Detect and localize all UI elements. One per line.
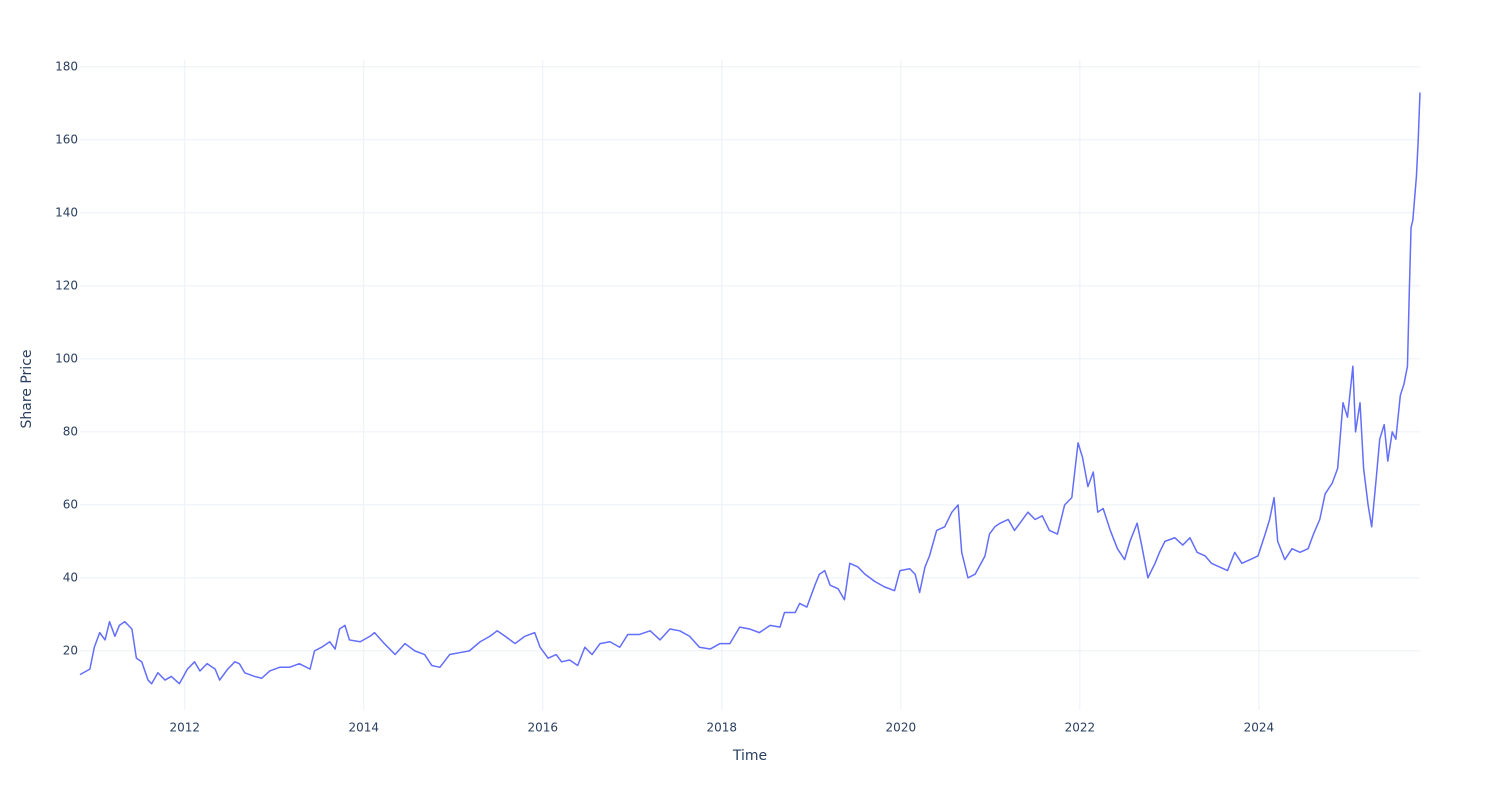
y-tick-label: 180 [55,59,78,73]
x-tick-label: 2014 [348,721,379,735]
y-tick-label: 100 [55,351,78,365]
y-tick-label: 120 [55,278,78,292]
y-tick-label: 80 [63,424,78,438]
x-tick-label: 2022 [1065,721,1096,735]
price-line [79,92,1421,685]
x-tick-label: 2020 [886,721,917,735]
y-tick-label: 20 [63,643,78,657]
y-tick-label: 60 [63,497,78,511]
x-tick-label: 2024 [1244,721,1275,735]
y-tick-label: 40 [63,570,78,584]
y-axis-title: Share Price [19,349,35,428]
x-tick-label: 2018 [707,721,738,735]
y-tick-label: 140 [55,205,78,219]
x-axis-title: Time [732,748,767,764]
x-tick-label: 2016 [528,721,559,735]
y-tick-label: 160 [55,132,78,146]
x-tick-label: 2012 [169,721,200,735]
